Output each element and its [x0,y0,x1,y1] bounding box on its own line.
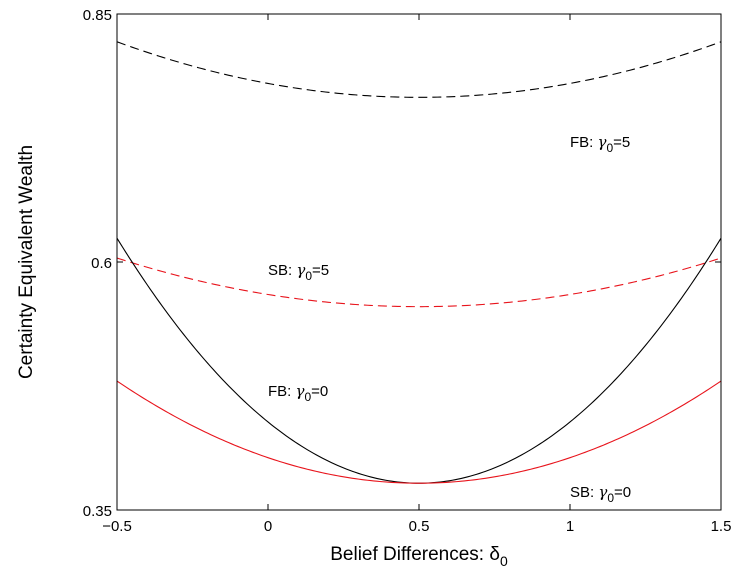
annotations-layer: FB: γ0=5 SB: γ0=5 FB: γ0=0 SB: γ0=0 [268,133,631,505]
series-line-3 [117,237,721,484]
curves-layer [117,41,721,484]
series-line-2 [117,257,721,308]
curve-annotation: FB: γ0=0 [268,382,328,404]
x-tick-label: 0 [264,518,272,535]
curve-annotation: FB: γ0=5 [570,133,630,155]
x-axis-label-subscript: 0 [500,553,508,569]
y-axis-label: Certainty Equivalent Wealth [16,145,37,379]
y-tick-label: 0.6 [91,255,112,272]
x-tick-label: 0.5 [409,518,430,535]
x-tick-label: 1.5 [711,518,732,535]
x-axis-label: Belief Differences: δ0 [330,544,508,569]
ticks-layer: −0.5 0 0.5 1 1.5 0.35 0.6 0.85 [83,7,732,535]
curve-annotation: SB: γ0=0 [570,483,631,505]
plot-frame [116,13,722,511]
y-tick-label: 0.85 [83,7,112,24]
x-axis-label-text: Belief Differences: δ [330,544,500,565]
x-tick-label: 1 [566,518,574,535]
curve-annotation: SB: γ0=5 [268,261,329,283]
y-tick-label: 0.35 [83,503,112,520]
x-tick-label: −0.5 [102,518,132,535]
series-line-4 [117,380,721,484]
series-line-1 [117,41,721,98]
